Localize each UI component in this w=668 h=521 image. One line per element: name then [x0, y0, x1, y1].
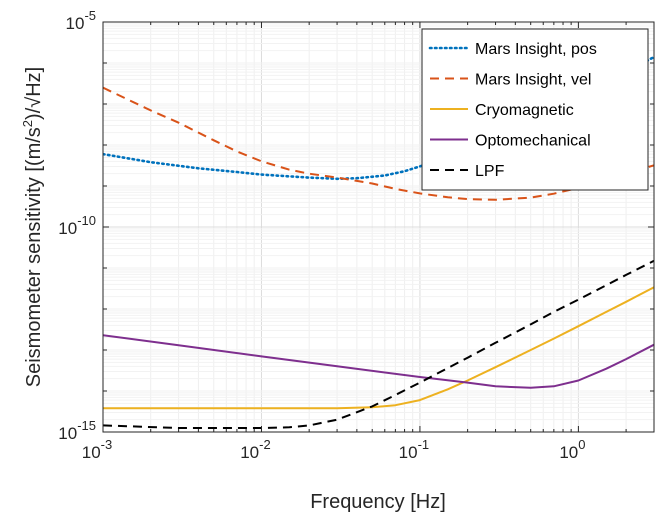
series-line-cryomagnetic — [103, 286, 654, 410]
x-tick-label: 100 — [559, 437, 585, 462]
series-line-lpf — [103, 259, 654, 429]
legend-label-cryomagnetic: Cryomagnetic — [475, 102, 574, 119]
legend-label-lpf: LPF — [475, 163, 505, 180]
y-axis-label: Seismometer sensitivity [(m/s2)/√Hz] — [20, 67, 45, 388]
legend-label-mars-insight-pos: Mars Insight, pos — [475, 41, 597, 58]
y-tick-label: 10-5 — [66, 8, 96, 33]
legend-label-optomechanical: Optomechanical — [475, 133, 591, 150]
legend-label-mars-insight-vel: Mars Insight, vel — [475, 72, 591, 89]
x-axis-label: Frequency [Hz] — [310, 491, 446, 513]
x-tick-label: 10-3 — [82, 437, 112, 462]
tick-marks — [102, 21, 655, 433]
y-tick-label: 10-10 — [58, 213, 96, 238]
tick-labels: 10-3 10-2 10-1 100 10-15 10-10 10-5 — [58, 8, 585, 462]
y-tick-label: 10-15 — [58, 418, 96, 443]
x-tick-label: 10-2 — [240, 437, 270, 462]
legend: Mars Insight, pos Mars Insight, vel Cryoma… — [421, 28, 649, 191]
x-tick-label: 10-1 — [399, 437, 429, 462]
series-line-mars-insight-pos — [103, 55, 654, 181]
series-line-optomechanical — [103, 334, 654, 389]
